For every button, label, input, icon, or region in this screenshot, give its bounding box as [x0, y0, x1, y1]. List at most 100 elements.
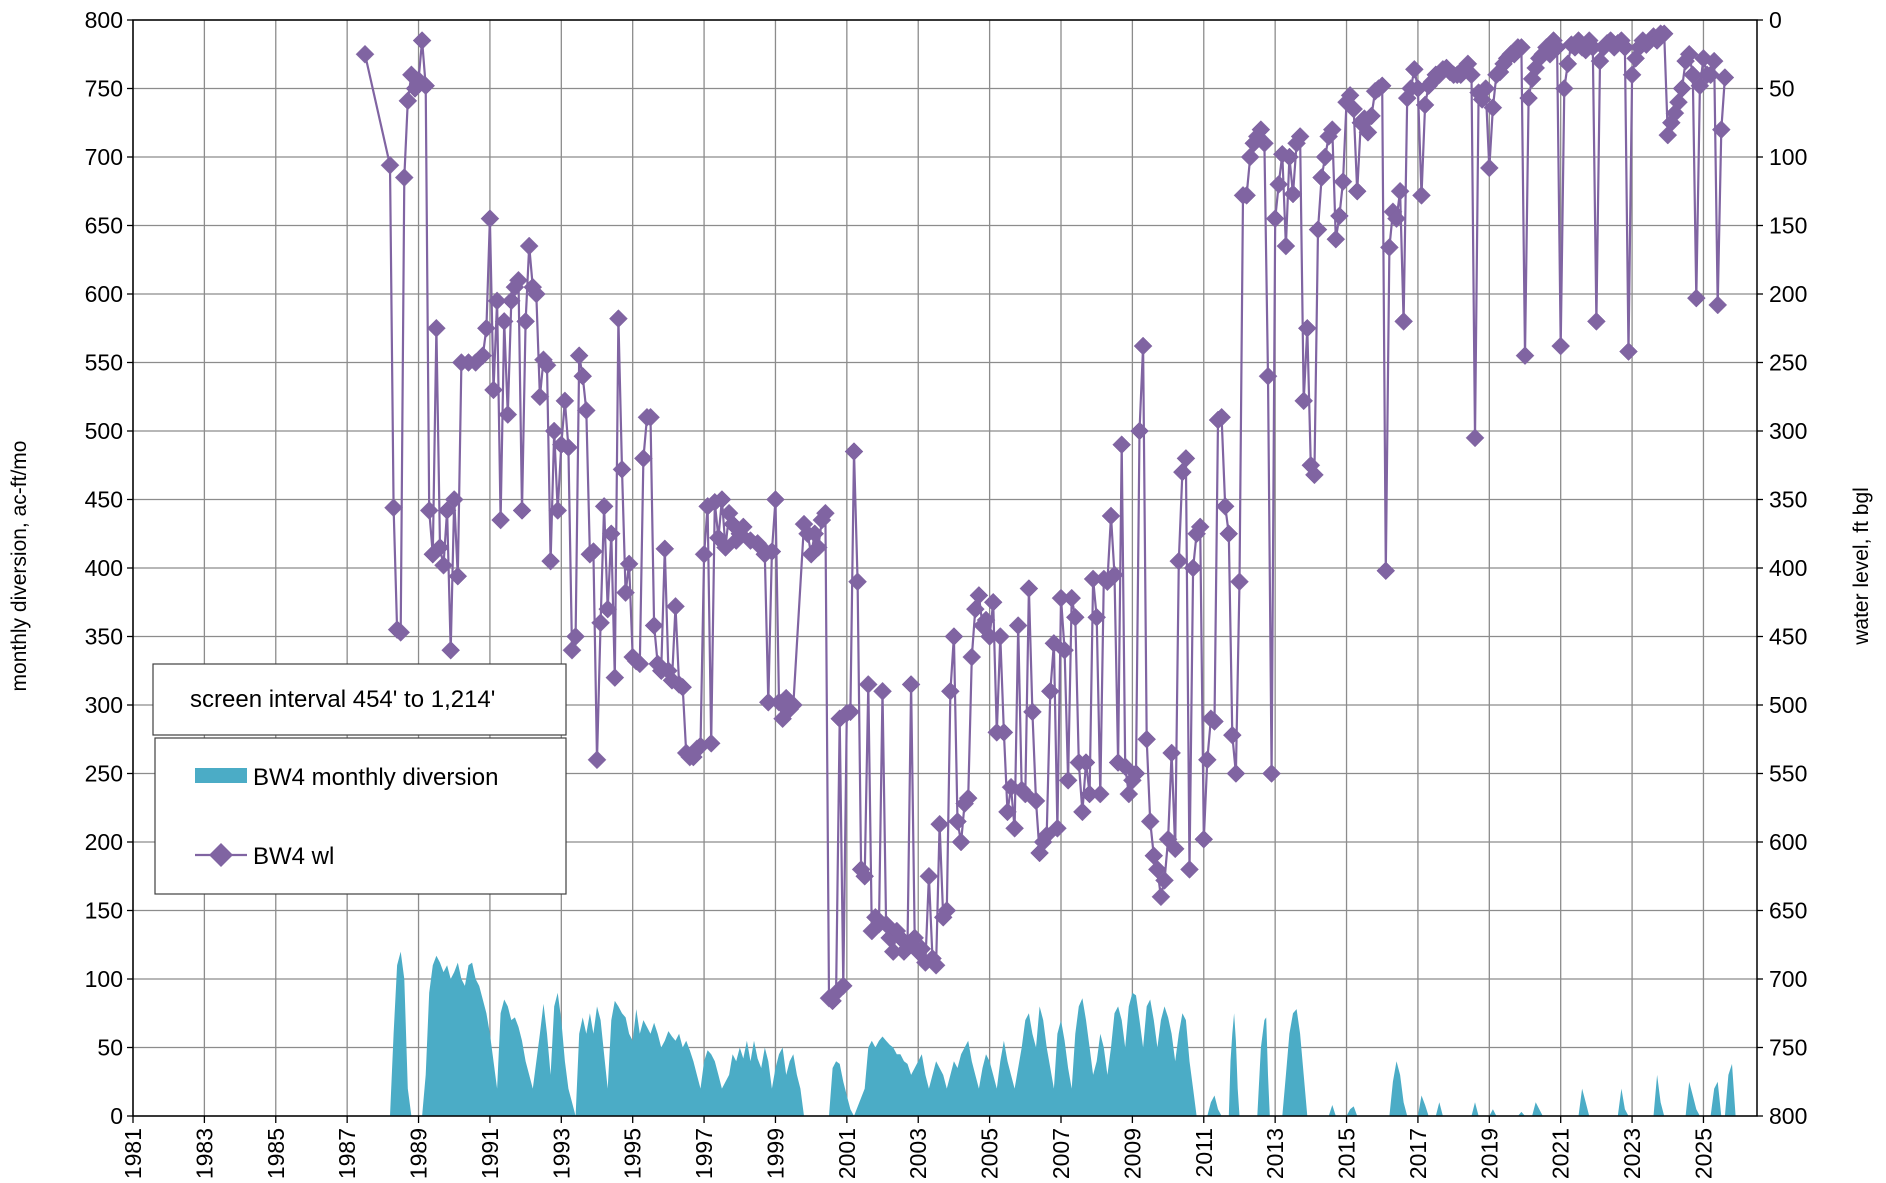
y-right-tick-label: 400 [1769, 555, 1807, 581]
water-level-point [1686, 288, 1706, 308]
water-level-point [1162, 743, 1182, 763]
x-tick-label: 2021 [1548, 1128, 1574, 1179]
water-level-point [1105, 565, 1124, 585]
water-level-point [612, 460, 632, 479]
y-right-tick-label: 50 [1769, 76, 1795, 102]
water-level-point [1019, 579, 1039, 598]
y-right-tick-label: 200 [1769, 281, 1807, 307]
x-tick-label: 2011 [1191, 1128, 1217, 1177]
y-right-tick-label: 800 [1769, 1103, 1807, 1129]
x-tick-label: 1991 [477, 1128, 503, 1179]
water-level-point [1076, 753, 1096, 772]
water-level-point [1112, 435, 1132, 455]
water-level-point [601, 524, 621, 544]
x-tick-label: 1989 [406, 1128, 432, 1179]
water-level-point [1297, 318, 1317, 338]
water-level-point [1294, 391, 1314, 411]
water-level-point [1512, 38, 1531, 57]
water-level-point [1308, 220, 1328, 239]
y-left-tick-label: 500 [85, 418, 123, 444]
water-level-point [808, 538, 828, 557]
water-level-point [1219, 524, 1239, 544]
water-level-point [990, 627, 1010, 646]
x-tick-label: 1995 [620, 1128, 646, 1179]
water-level-point [1205, 712, 1224, 731]
water-level-point [1276, 236, 1296, 256]
legend: BW4 monthly diversion BW4 wl [154, 737, 567, 895]
y-axis-left-title: monthly diversion, ac-ft/mo [8, 441, 31, 692]
water-level-point [1169, 551, 1189, 571]
water-level-point [569, 346, 589, 366]
x-tick-label: 1983 [191, 1128, 217, 1179]
water-level-point [398, 91, 418, 111]
water-level-point [1476, 79, 1496, 98]
y-left-tick-label: 750 [85, 76, 123, 102]
water-level-point [1176, 449, 1196, 468]
water-level-point [1715, 68, 1735, 87]
water-level-point [930, 814, 949, 834]
water-level-point [1015, 784, 1035, 804]
water-level-point [380, 155, 400, 175]
water-level-point [965, 599, 985, 619]
water-level-point [430, 538, 450, 557]
water-level-point [619, 554, 639, 574]
water-level-point [444, 490, 464, 509]
water-level-point [844, 442, 864, 461]
water-level-point [1558, 54, 1578, 74]
water-level-point [616, 583, 635, 603]
water-level-point [512, 501, 532, 520]
y-right-tick-label: 0 [1769, 7, 1782, 33]
x-tick-label: 2013 [1262, 1128, 1288, 1179]
water-level-point [1055, 640, 1074, 660]
y-right-tick-label: 450 [1769, 624, 1807, 650]
legend-diversion-label: BW4 monthly diversion [253, 764, 498, 791]
y-left-tick-label: 700 [85, 144, 123, 170]
water-level-point [1344, 99, 1364, 119]
water-level-point [1040, 681, 1060, 701]
water-level-point [1472, 90, 1492, 109]
y-left-tick-label: 100 [85, 966, 123, 992]
water-level-point [1180, 860, 1199, 879]
y-left-tick-label: 300 [85, 692, 123, 718]
y-left-tick-label: 350 [85, 624, 123, 650]
water-level-point [1551, 336, 1571, 356]
x-tick-label: 2001 [834, 1128, 860, 1179]
water-level-point [1230, 572, 1249, 592]
water-level-point [1658, 125, 1678, 145]
water-level-point [1708, 295, 1728, 315]
water-level-point [766, 490, 785, 509]
water-level-point [555, 391, 575, 411]
water-level-point [926, 955, 946, 975]
y-left-tick-label: 400 [85, 555, 123, 581]
y-right-tick-label: 750 [1769, 1035, 1807, 1061]
water-level-point [530, 387, 550, 407]
water-level-point [1415, 95, 1435, 115]
x-tick-label: 2003 [905, 1128, 931, 1179]
water-level-point [1387, 209, 1406, 229]
water-level-point [1165, 839, 1185, 859]
water-level-point [1515, 346, 1535, 366]
water-level-point [937, 901, 957, 920]
water-level-point [919, 866, 939, 886]
water-level-point [634, 449, 653, 468]
y-right-tick-label: 250 [1769, 350, 1807, 376]
water-level-point [641, 407, 660, 427]
water-level-point [1347, 181, 1367, 201]
water-level-point [712, 490, 732, 509]
water-level-point [1711, 120, 1731, 139]
water-level-point [983, 592, 1003, 612]
y-left-tick-label: 250 [85, 761, 123, 787]
water-level-point [841, 702, 860, 722]
water-level-point [1315, 147, 1335, 167]
water-level-point [1672, 79, 1692, 98]
y-right-tick-label: 650 [1769, 898, 1807, 924]
water-level-point [1073, 802, 1092, 822]
water-level-point [1140, 812, 1160, 831]
water-level-point [783, 695, 803, 715]
water-level-point [484, 380, 503, 400]
water-level-point [1115, 757, 1135, 777]
water-level-point [998, 802, 1017, 822]
water-level-point [948, 812, 967, 831]
diversion-area [390, 951, 1736, 1116]
water-level-point [1615, 38, 1635, 57]
